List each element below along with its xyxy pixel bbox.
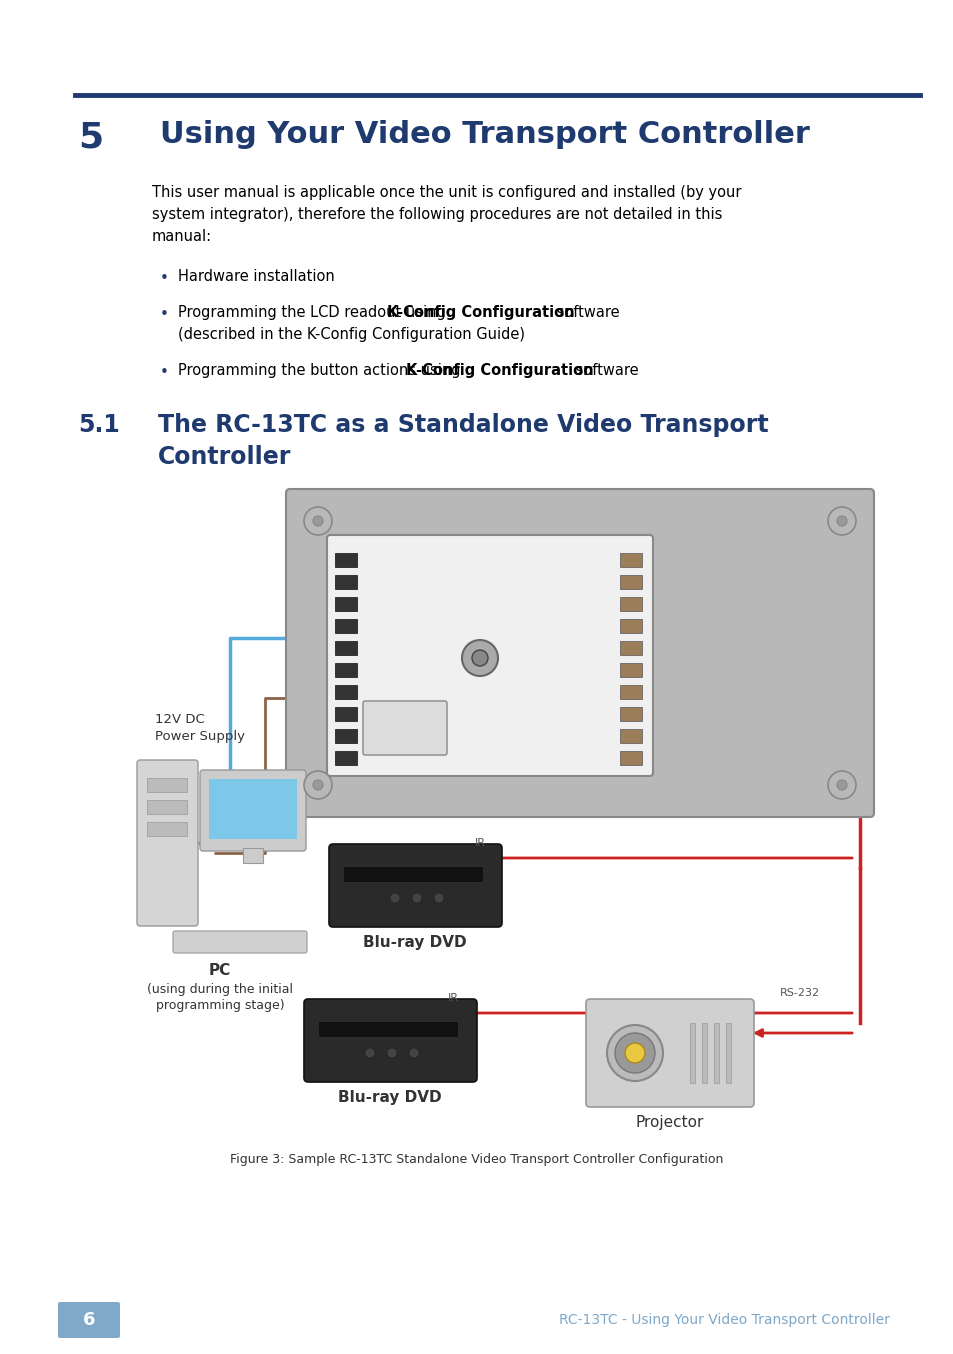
Bar: [619, 728, 641, 743]
Bar: [335, 751, 356, 765]
Bar: [343, 867, 482, 881]
Bar: [619, 751, 641, 765]
Bar: [335, 728, 356, 743]
Circle shape: [836, 516, 846, 525]
FancyBboxPatch shape: [585, 999, 753, 1108]
FancyBboxPatch shape: [200, 770, 306, 852]
Circle shape: [365, 1048, 375, 1057]
Text: programming stage): programming stage): [155, 999, 284, 1011]
Circle shape: [390, 894, 399, 903]
Text: Figure 3: Sample RC-13TC Standalone Video Transport Controller Configuration: Figure 3: Sample RC-13TC Standalone Vide…: [230, 1154, 723, 1166]
Circle shape: [313, 516, 323, 525]
Bar: [335, 575, 356, 589]
Text: (using during the initial: (using during the initial: [147, 983, 293, 997]
Bar: [147, 822, 187, 835]
Bar: [243, 848, 263, 862]
Bar: [317, 1021, 457, 1037]
Text: •: •: [160, 366, 169, 380]
Circle shape: [827, 506, 855, 535]
Bar: [147, 800, 187, 814]
Bar: [619, 552, 641, 567]
Bar: [335, 597, 356, 611]
Text: Projector: Projector: [635, 1114, 703, 1131]
Bar: [147, 779, 187, 792]
Text: RS-232: RS-232: [780, 988, 820, 998]
Bar: [725, 1024, 730, 1083]
Circle shape: [827, 770, 855, 799]
Text: system integrator), therefore the following procedures are not detailed in this: system integrator), therefore the follow…: [152, 207, 721, 222]
Text: manual:: manual:: [152, 229, 212, 244]
Bar: [713, 1024, 719, 1083]
Circle shape: [836, 780, 846, 789]
Circle shape: [304, 770, 332, 799]
Text: 5.1: 5.1: [78, 413, 120, 437]
Circle shape: [409, 1048, 418, 1057]
FancyBboxPatch shape: [304, 999, 476, 1082]
Bar: [209, 779, 296, 839]
Text: USB: USB: [245, 803, 268, 812]
Text: Hardware installation: Hardware installation: [178, 269, 335, 284]
Text: IR: IR: [475, 838, 485, 848]
Bar: [619, 597, 641, 611]
Text: 6: 6: [83, 1311, 95, 1330]
FancyBboxPatch shape: [286, 489, 873, 816]
Circle shape: [472, 650, 488, 666]
Circle shape: [412, 894, 421, 903]
Circle shape: [461, 640, 497, 676]
Text: 12V DC: 12V DC: [154, 714, 205, 726]
Circle shape: [606, 1025, 662, 1080]
Bar: [619, 575, 641, 589]
Text: 5: 5: [78, 121, 103, 154]
Circle shape: [434, 894, 443, 903]
Text: K-Config Configuration: K-Config Configuration: [387, 305, 574, 320]
Bar: [619, 619, 641, 634]
Text: IR: IR: [448, 992, 458, 1003]
Text: Programming the LCD readout using: Programming the LCD readout using: [178, 305, 450, 320]
FancyBboxPatch shape: [137, 760, 198, 926]
Bar: [701, 1024, 706, 1083]
Text: software: software: [570, 363, 638, 378]
Text: Using Your Video Transport Controller: Using Your Video Transport Controller: [160, 121, 809, 149]
Circle shape: [624, 1043, 644, 1063]
Text: software: software: [552, 305, 619, 320]
Text: •: •: [160, 307, 169, 322]
Text: •: •: [160, 271, 169, 286]
Circle shape: [387, 1048, 396, 1057]
Bar: [335, 552, 356, 567]
FancyBboxPatch shape: [58, 1303, 120, 1338]
Bar: [335, 707, 356, 720]
Text: K-Config Configuration: K-Config Configuration: [405, 363, 593, 378]
Bar: [619, 640, 641, 655]
Text: RC-13TC - Using Your Video Transport Controller: RC-13TC - Using Your Video Transport Con…: [558, 1313, 889, 1327]
Text: The RC-13TC as a Standalone Video Transport: The RC-13TC as a Standalone Video Transp…: [158, 413, 768, 437]
FancyBboxPatch shape: [327, 535, 652, 776]
FancyBboxPatch shape: [329, 844, 501, 927]
Text: PC: PC: [209, 963, 231, 978]
Bar: [335, 663, 356, 677]
Text: Controller: Controller: [158, 445, 291, 468]
Text: Blu-ray DVD: Blu-ray DVD: [363, 936, 466, 951]
Circle shape: [615, 1033, 655, 1072]
Circle shape: [313, 780, 323, 789]
FancyBboxPatch shape: [363, 701, 447, 756]
Bar: [335, 640, 356, 655]
Circle shape: [304, 506, 332, 535]
Bar: [335, 619, 356, 634]
Text: Programming the button actions using: Programming the button actions using: [178, 363, 465, 378]
Bar: [619, 685, 641, 699]
Text: (described in the K-Config Configuration Guide): (described in the K-Config Configuration…: [178, 328, 524, 343]
Bar: [619, 663, 641, 677]
Bar: [689, 1024, 695, 1083]
Bar: [335, 685, 356, 699]
Text: Blu-ray DVD: Blu-ray DVD: [337, 1090, 441, 1105]
FancyBboxPatch shape: [172, 932, 307, 953]
Text: Power Supply: Power Supply: [154, 730, 245, 743]
Text: This user manual is applicable once the unit is configured and installed (by you: This user manual is applicable once the …: [152, 185, 740, 200]
Bar: [619, 707, 641, 720]
